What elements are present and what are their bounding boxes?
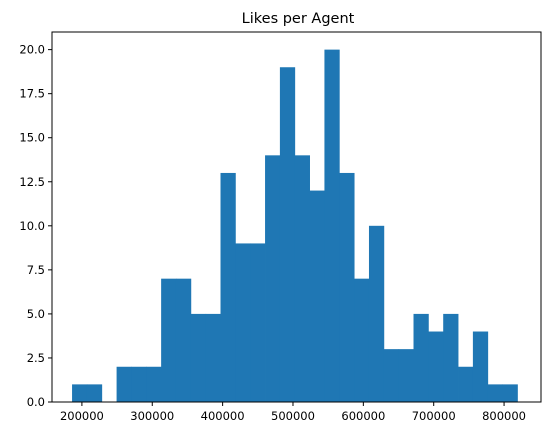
- chart-title: Likes per Agent: [242, 11, 355, 27]
- histogram-bar: [294, 155, 310, 402]
- plot-frame: [51, 31, 542, 403]
- histogram-bar: [324, 49, 340, 403]
- histogram-bar: [265, 155, 281, 402]
- histogram-bar: [279, 67, 296, 403]
- x-axis: 200000 300000 400000 500000 600000 700000 8000…: [60, 402, 526, 423]
- x-tick-label: 600000: [341, 409, 385, 423]
- histogram-bar: [146, 366, 162, 402]
- histogram-bar: [383, 349, 400, 402]
- y-tick-label: 20.0: [19, 43, 45, 57]
- histogram-bar: [175, 278, 192, 402]
- x-tick-label: 400000: [201, 409, 245, 423]
- histogram-bar: [161, 278, 177, 402]
- histogram-bar: [190, 313, 207, 402]
- y-axis: 0.0 2.5 5.0 7.5 10.0 12.5 15.0 17.5 20.0: [19, 43, 52, 409]
- histogram-bar: [398, 349, 414, 402]
- y-tick-label: 5.0: [27, 307, 45, 321]
- x-tick-label: 500000: [271, 409, 315, 423]
- y-tick-label: 0.0: [27, 395, 45, 409]
- x-tick-label: 300000: [130, 409, 174, 423]
- histogram-bar: [220, 172, 236, 402]
- histogram-bar: [472, 331, 489, 402]
- y-tick-label: 2.5: [27, 351, 45, 365]
- histogram-bar: [368, 225, 385, 402]
- histogram-bar: [250, 243, 266, 402]
- histogram-bar: [339, 172, 355, 402]
- histogram-bar: [428, 331, 444, 402]
- y-tick-label: 12.5: [19, 175, 45, 189]
- x-tick-label: 700000: [412, 409, 456, 423]
- y-tick-label: 15.0: [19, 131, 45, 145]
- x-tick-label: 200000: [60, 409, 104, 423]
- histogram-bar: [235, 243, 251, 402]
- histogram-bar: [487, 384, 503, 402]
- histogram-bar: [205, 313, 221, 402]
- histogram-bar: [354, 278, 370, 402]
- y-tick-label: 10.0: [19, 219, 45, 233]
- histogram-bar: [309, 190, 325, 402]
- y-tick-label: 7.5: [27, 263, 45, 277]
- x-tick-label: 800000: [482, 409, 526, 423]
- histogram-bar: [86, 384, 103, 402]
- histogram-bar: [443, 313, 459, 402]
- histogram-bar: [131, 366, 147, 402]
- y-tick-label: 17.5: [19, 87, 45, 101]
- histogram-bar: [502, 384, 518, 402]
- histogram-bar: [413, 313, 429, 402]
- histogram-bar: [458, 366, 474, 402]
- histogram-bar: [72, 384, 88, 402]
- histogram-bar: [116, 366, 132, 402]
- bars-group: [72, 49, 518, 403]
